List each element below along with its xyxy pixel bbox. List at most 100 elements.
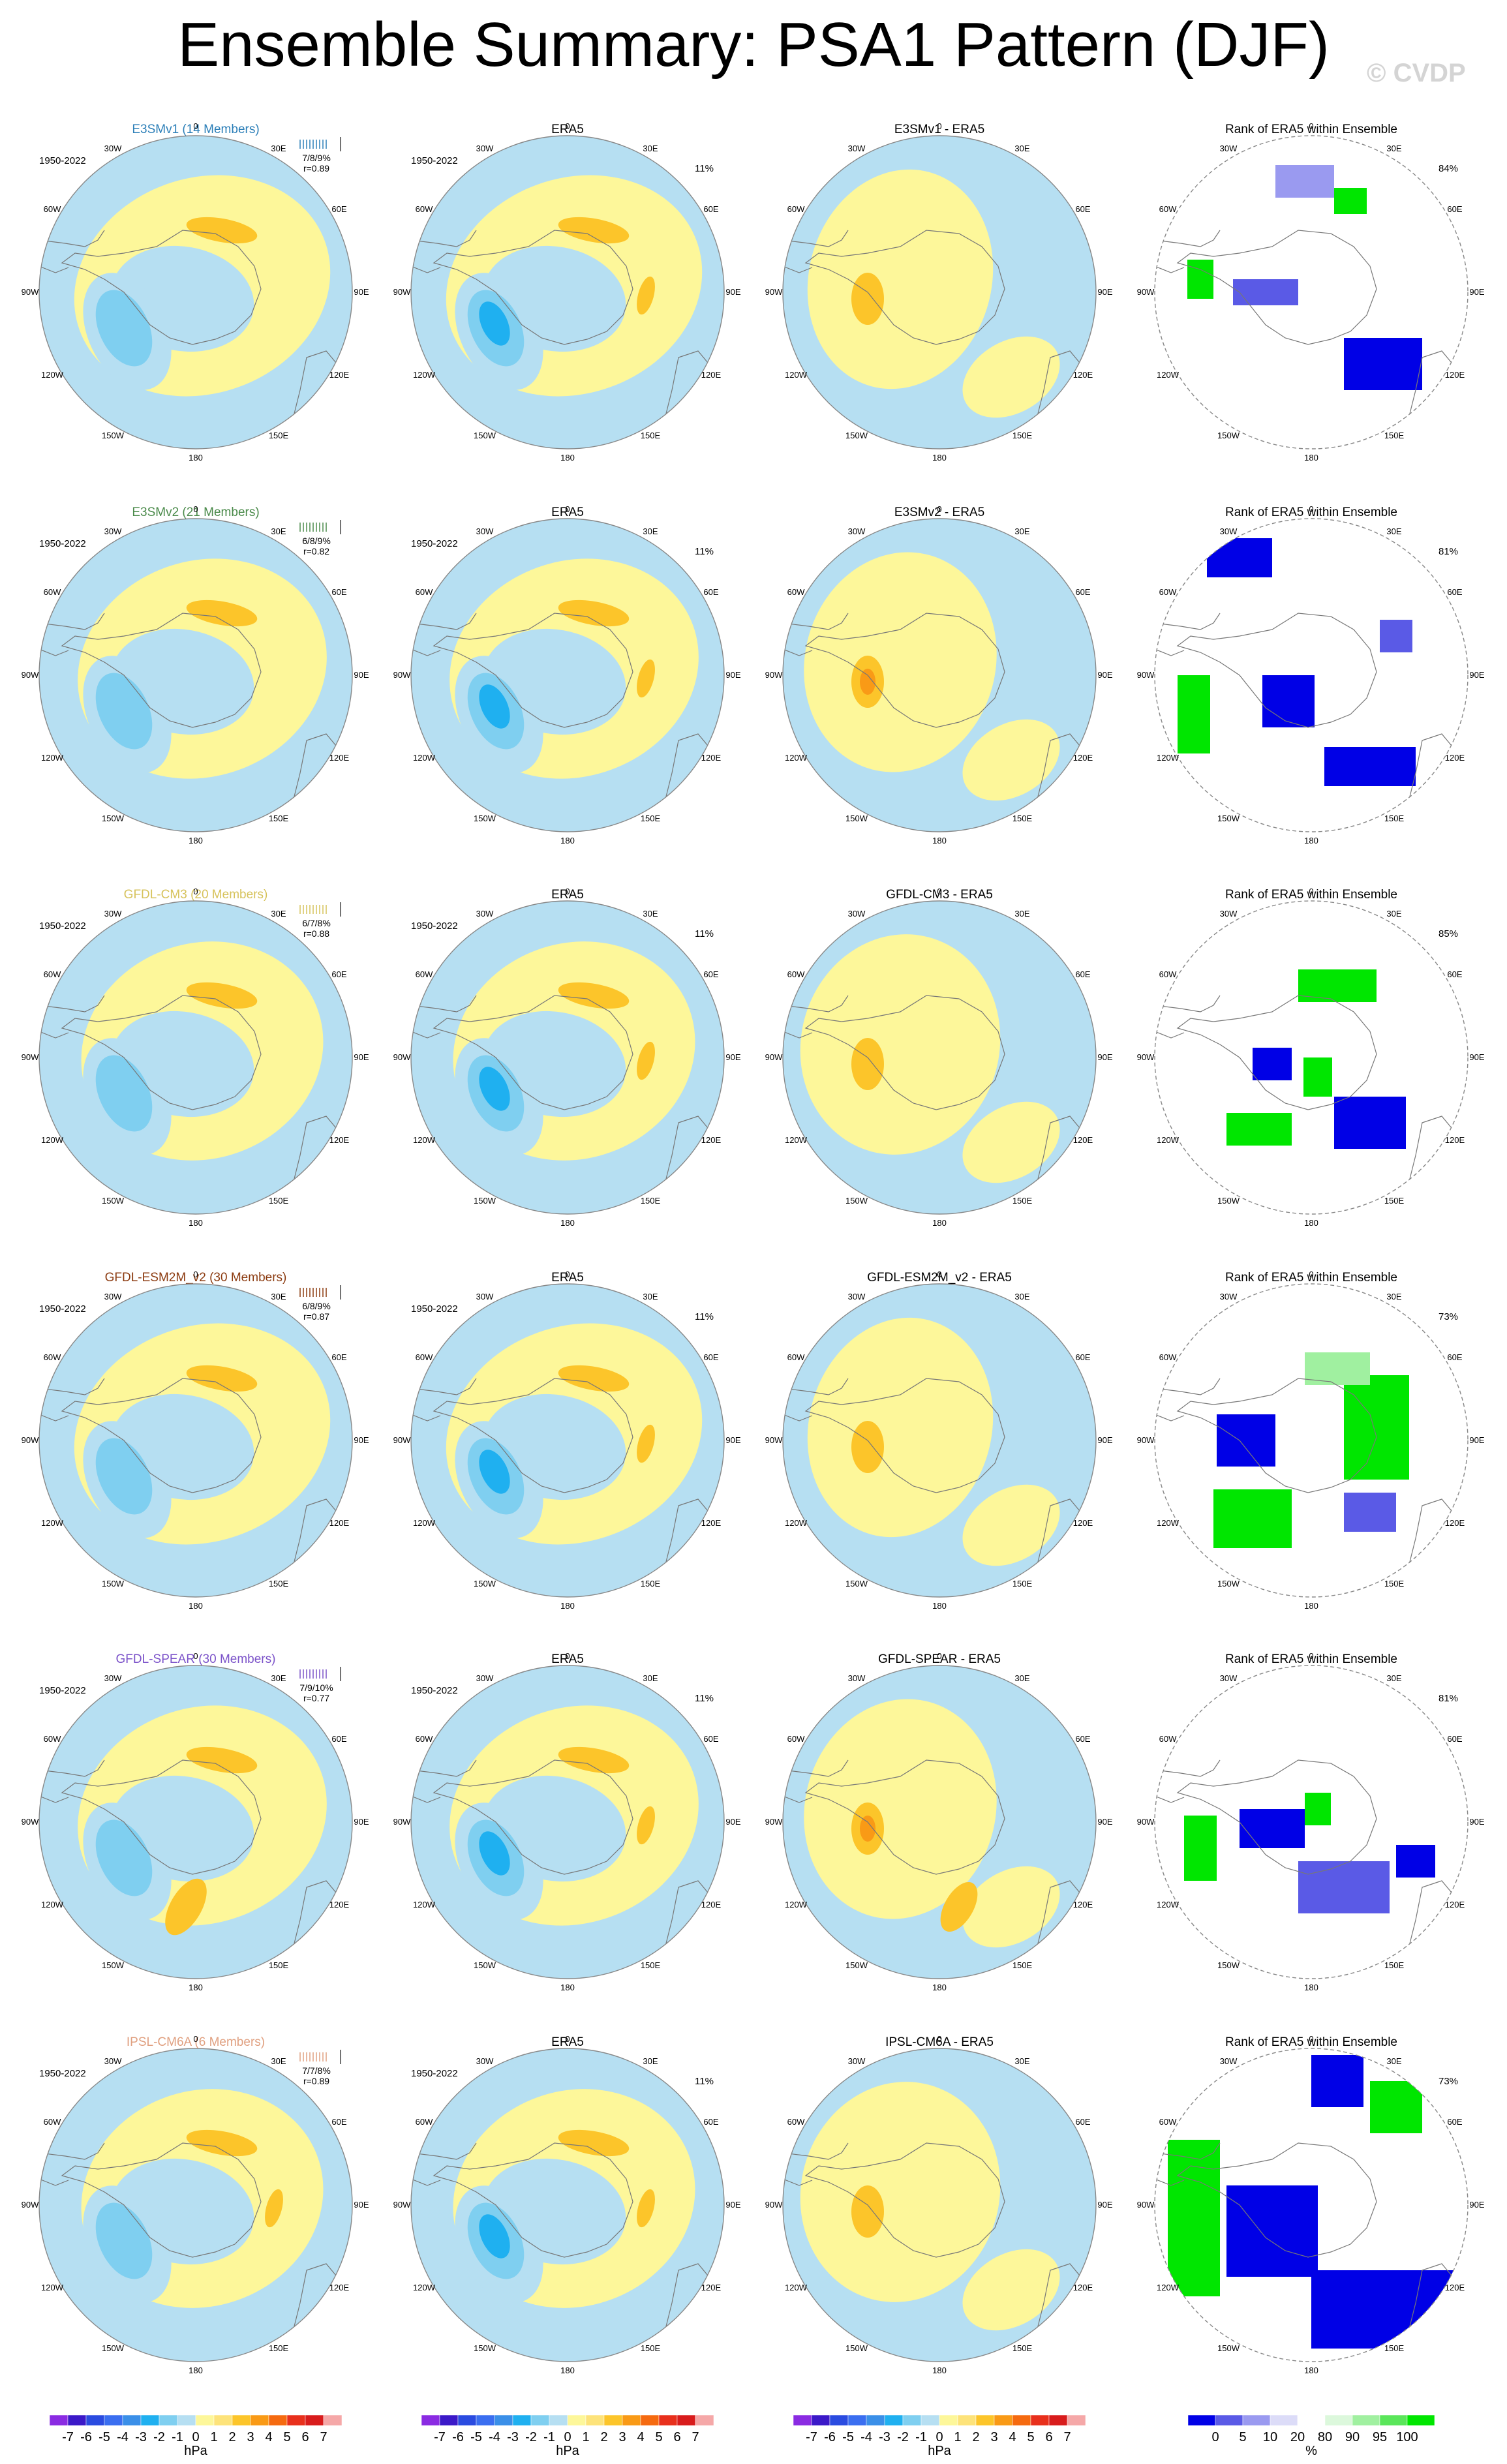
longitude-label: 90E — [354, 1052, 369, 1062]
longitude-label: 0 — [565, 1270, 570, 1279]
longitude-label: 60W — [787, 2117, 805, 2127]
longitude-label: 120E — [329, 1518, 350, 1528]
difference-title: GFDL-SPEAR - ERA5 — [878, 1652, 1001, 1666]
longitude-label: 30E — [1386, 144, 1402, 154]
period-label: 1950-2022 — [39, 155, 86, 166]
south-america-coastline — [783, 1378, 849, 1422]
colorbar-swatch — [1324, 2414, 1353, 2426]
south-america-coastline — [411, 1378, 477, 1422]
pacific-negative-center — [479, 1450, 510, 1494]
colorbar-tick-label: -4 — [489, 2430, 500, 2444]
era5-title: ERA5 — [551, 2035, 584, 2049]
longitude-label: 120E — [1073, 1135, 1093, 1145]
antarctica-coastline — [804, 1759, 1005, 1875]
longitude-label: 150E — [1384, 2343, 1405, 2353]
longitude-label: 60W — [43, 969, 61, 979]
map-boundary-circle — [1154, 2048, 1469, 2362]
difference-title: E3SMv1 - ERA5 — [894, 123, 985, 136]
pacific-negative-core — [95, 1438, 153, 1515]
longitude-label: 90E — [725, 670, 741, 680]
colorbar-swatch — [421, 2414, 440, 2426]
colorbar-tick-label: -6 — [824, 2430, 836, 2444]
longitude-label: 150W — [474, 1195, 496, 1206]
longitude-label: 0 — [193, 887, 198, 896]
longitude-label: 60E — [1075, 1734, 1091, 1744]
south-america-coastline — [39, 1759, 105, 1803]
colorbar-tick-label: 1 — [210, 2430, 217, 2444]
longitude-label: 150E — [268, 430, 289, 440]
map-boundary-circle — [38, 1283, 353, 1598]
longitude-label: 60W — [787, 587, 805, 597]
south-america-coastline — [783, 1759, 849, 1803]
longitude-label: 30W — [1219, 144, 1238, 154]
colorbar-tick-label: 1 — [954, 2430, 961, 2444]
longitude-label: 0 — [937, 504, 942, 514]
model-title: E3SMv1 (14 Members) — [132, 123, 260, 136]
longitude-label: 90E — [1097, 1817, 1113, 1827]
longitude-label: 30E — [1014, 1673, 1030, 1684]
difference-positive-core — [851, 1038, 884, 1090]
longitude-label: 90E — [354, 1435, 369, 1445]
longitude-label: 60E — [1075, 1352, 1091, 1362]
south-america-coastline — [1155, 1759, 1221, 1803]
longitude-label: 120W — [1157, 753, 1179, 763]
colorbar-swatch — [232, 2414, 251, 2426]
colorbar-tick-label: 7 — [692, 2430, 699, 2444]
difference-map — [782, 1283, 1097, 1598]
rank-region-4 — [1303, 1057, 1332, 1097]
stats-correlation: r=0.89 — [303, 163, 330, 174]
hpa-colorbar-era5: -7 -6 -5 -4 -3 -2 -1 0 1 2 3 4 5 6 7 — [421, 2414, 714, 2444]
indian-positive-core — [637, 1424, 655, 1463]
longitude-label: 60W — [43, 2117, 61, 2127]
longitude-label: 90W — [1136, 287, 1155, 297]
map-boundary-circle — [782, 1665, 1097, 1979]
longitude-label: 30E — [271, 526, 286, 537]
colorbar-tick-label: 3 — [990, 2430, 997, 2444]
colorbar-swatch — [49, 2414, 68, 2426]
longitude-label: 30W — [476, 144, 494, 154]
variance-percent: 11% — [695, 546, 714, 557]
variance-percent: 11% — [695, 2076, 714, 2087]
period-label: 1950-2022 — [39, 1303, 86, 1315]
rank-region-3 — [1305, 1793, 1331, 1825]
longitude-label: 60E — [1447, 1352, 1463, 1362]
longitude-label: 180 — [189, 1218, 203, 1228]
longitude-label: 120E — [701, 1900, 722, 1909]
longitude-label: 120E — [1073, 1900, 1093, 1909]
map-boundary-circle — [782, 2048, 1097, 2362]
longitude-label: 150W — [474, 1960, 496, 1970]
longitude-label: 150W — [102, 1960, 124, 1970]
colorbar-swatch — [195, 2414, 215, 2426]
longitude-label: 60W — [415, 587, 433, 597]
model-pattern-map — [38, 2048, 353, 2362]
longitude-label: 60E — [1447, 969, 1463, 979]
longitude-label: 90W — [393, 670, 411, 680]
longitude-label: 30W — [1219, 2056, 1238, 2067]
stats-percent-range: 6/7/8% — [302, 918, 331, 928]
longitude-label: 120W — [41, 1900, 63, 1909]
atlantic-positive-core — [558, 982, 630, 1009]
colorbar-swatch — [567, 2414, 586, 2426]
longitude-label: 120E — [329, 2283, 350, 2292]
difference-positive-southeast — [962, 719, 1060, 801]
map-boundary-circle — [38, 900, 353, 1215]
colorbar-swatch — [1030, 2414, 1050, 2426]
colorbar-tick-label: 2 — [600, 2430, 607, 2444]
longitude-label: 180 — [189, 836, 203, 845]
colorbar-tick-label: 0 — [936, 2430, 943, 2444]
colorbar-tick-label: -4 — [860, 2430, 872, 2444]
longitude-label: 90W — [21, 1052, 39, 1062]
south-america-coastline — [411, 613, 477, 656]
longitude-label: 180 — [932, 453, 947, 463]
longitude-label: 180 — [932, 1983, 947, 1992]
colorbar-swatch — [530, 2414, 550, 2426]
difference-positive-area — [804, 552, 997, 772]
colorbar-tick-label: 0 — [192, 2430, 199, 2444]
longitude-label: 30E — [1014, 144, 1030, 154]
ensemble-stats: 7/7/8% r=0.89 — [287, 2065, 346, 2086]
colorbar-tick-label: 6 — [301, 2430, 309, 2444]
era5-title: ERA5 — [551, 888, 584, 902]
colorbar-swatch — [1270, 2414, 1298, 2426]
colorbar-swatch — [695, 2414, 714, 2426]
longitude-label: 30E — [643, 909, 658, 919]
